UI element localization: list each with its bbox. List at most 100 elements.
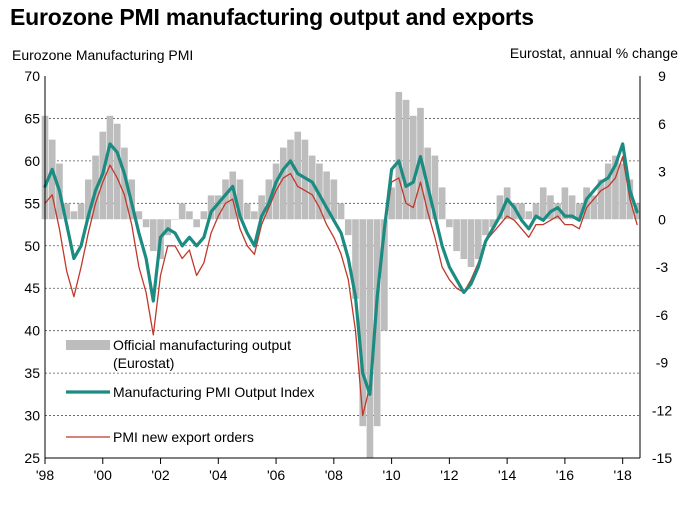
output-bar — [366, 219, 374, 458]
output-bar — [525, 211, 533, 220]
legend-label-pmi-output: Manufacturing PMI Output Index — [113, 384, 315, 400]
output-bar — [417, 107, 424, 220]
output-bar — [279, 147, 287, 220]
output-bar — [438, 187, 446, 220]
output-bar — [337, 203, 345, 220]
output-bar — [489, 219, 497, 228]
left-tick-label: 55 — [24, 195, 40, 211]
right-tick-label: 6 — [658, 116, 666, 132]
output-bar — [597, 179, 605, 220]
output-bar — [453, 219, 460, 252]
legend-swatch-output — [66, 340, 110, 350]
output-bar — [352, 219, 359, 299]
output-bar — [323, 171, 330, 220]
output-bar — [561, 187, 569, 220]
output-bar — [431, 155, 439, 220]
output-bar — [576, 203, 583, 220]
export-orders-line — [44, 155, 638, 417]
x-tick-label: '02 — [151, 467, 169, 483]
output-bar — [236, 179, 244, 220]
x-tick-label: '16 — [556, 467, 574, 483]
output-bar — [409, 115, 417, 220]
output-bar — [294, 131, 302, 220]
output-bar — [85, 179, 92, 220]
x-tick-label: '06 — [267, 467, 285, 483]
output-bar — [612, 155, 619, 220]
output-bar — [178, 203, 186, 220]
output-bar — [518, 203, 525, 220]
right-tick-label: -12 — [652, 402, 672, 418]
left-tick-label: 30 — [24, 408, 40, 424]
output-bar — [287, 139, 294, 220]
output-bar — [474, 219, 482, 260]
output-bar — [251, 211, 258, 220]
output-bar — [388, 187, 395, 220]
output-bar — [467, 219, 475, 267]
output-bar — [568, 195, 576, 220]
output-bar — [308, 155, 316, 220]
output-bar — [200, 211, 208, 220]
output-bar — [316, 163, 323, 220]
left-tick-label: 25 — [24, 450, 40, 466]
legend: Official manufacturing output (Eurostat) M… — [66, 337, 315, 445]
output-bar — [395, 91, 403, 220]
x-tick-label: '10 — [382, 467, 400, 483]
left-tick-label: 40 — [24, 323, 40, 339]
right-tick-label: 3 — [658, 164, 666, 180]
output-bar — [446, 219, 453, 228]
output-bar — [344, 219, 352, 236]
left-tick-label: 45 — [24, 280, 40, 296]
output-bar — [482, 219, 489, 236]
left-tick-label: 60 — [24, 153, 40, 169]
output-bars — [41, 91, 641, 458]
output-bar — [503, 187, 511, 220]
x-tick-label: '12 — [440, 467, 458, 483]
output-bar — [63, 203, 70, 220]
output-bar — [547, 195, 554, 220]
output-bar — [171, 219, 179, 220]
output-bar — [460, 219, 468, 260]
output-bar — [149, 219, 157, 252]
output-bar — [511, 203, 518, 220]
output-bar — [142, 219, 150, 228]
output-bar — [381, 219, 388, 331]
output-bar — [77, 203, 85, 220]
output-bar — [539, 187, 547, 220]
output-bar — [222, 179, 229, 220]
right-axis-label: Eurostat, annual % change — [509, 45, 678, 61]
output-bar — [229, 171, 237, 220]
right-tick-label: 0 — [658, 211, 666, 227]
output-bar — [554, 203, 562, 220]
output-bar — [207, 195, 215, 220]
right-tick-label: -6 — [656, 307, 669, 323]
output-bar — [48, 139, 56, 220]
output-bar — [590, 195, 598, 220]
output-bar — [532, 203, 540, 220]
x-tick-label: '18 — [614, 467, 632, 483]
left-axis-label: Eurozone Manufacturing PMI — [12, 47, 194, 63]
output-bar — [604, 163, 612, 220]
output-bar — [330, 179, 338, 220]
output-bar — [619, 163, 626, 220]
output-bar — [214, 195, 222, 220]
x-tick-label: '04 — [209, 467, 227, 483]
output-bar — [113, 123, 121, 220]
x-tick-label: '98 — [36, 467, 54, 483]
left-tick-label: 35 — [24, 365, 40, 381]
output-bar — [359, 219, 367, 427]
axes: 25 30 35 40 45 50 55 60 65 70 -15 -12 -9 -6 -3 0 3 6 9 '98 '… — [24, 68, 672, 483]
output-bar — [402, 99, 410, 220]
output-bar — [135, 211, 143, 220]
output-bar — [373, 219, 381, 427]
right-tick-label: -9 — [656, 355, 669, 371]
left-tick-label: 65 — [24, 110, 40, 126]
chart-title: Eurozone PMI manufacturing output and ex… — [10, 4, 534, 30]
output-bar — [193, 219, 200, 228]
legend-label-export-orders: PMI new export orders — [113, 429, 254, 445]
legend-label-line: Official manufacturing output — [113, 337, 291, 353]
output-bar — [106, 115, 114, 220]
left-tick-label: 70 — [24, 68, 40, 84]
right-tick-label: -15 — [652, 450, 672, 466]
output-bar — [70, 211, 78, 220]
